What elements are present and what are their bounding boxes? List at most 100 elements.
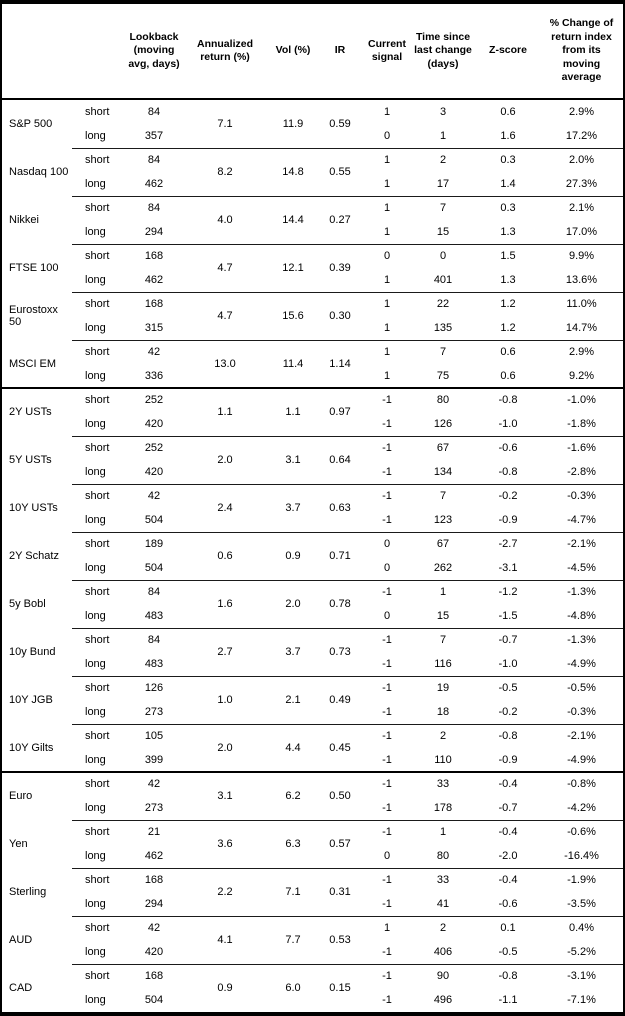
row-label-short: short — [85, 250, 110, 262]
time-since-short-value: 67 — [436, 538, 450, 550]
ir-value: 0.53 — [329, 934, 351, 946]
vol-value: 4.4 — [285, 742, 301, 754]
time-since-long-value: 17 — [436, 178, 450, 190]
lookback-short-value: 84 — [147, 202, 161, 214]
pct-change-short-value: -0.6% — [567, 826, 596, 838]
asset-name: 5y Bobl — [9, 598, 46, 610]
lookback-long-value: 504 — [144, 562, 164, 574]
asset-row: 10Y USTs short long 42 504 2.4 3.7 0.63 -1 -1 7 123… — [2, 484, 623, 532]
pct-change-short-value: -0.3% — [567, 490, 596, 502]
lookback-short-value: 252 — [144, 442, 164, 454]
z-score-long-value: -0.6 — [498, 898, 518, 910]
time-since-long-value: 116 — [434, 658, 452, 670]
signal-long-value: 0 — [383, 130, 391, 142]
lookback-short-value: 126 — [144, 682, 164, 694]
vol-value: 11.4 — [282, 358, 304, 370]
z-score-long-value: -0.7 — [498, 802, 518, 814]
time-since-long-value: 110 — [434, 754, 452, 766]
annualized-return-value: 1.0 — [217, 694, 233, 706]
ir-value: 0.97 — [329, 406, 351, 418]
pct-change-long-value: -16.4% — [564, 850, 599, 862]
row-label-short: short — [85, 586, 110, 598]
z-score-short-value: 0.3 — [500, 154, 516, 166]
row-label-short: short — [85, 730, 110, 742]
annualized-return-value: 13.0 — [214, 358, 236, 370]
row-label-short: short — [85, 874, 110, 886]
lookback-short-value: 168 — [144, 250, 164, 262]
vol-value: 0.9 — [285, 550, 301, 562]
pct-change-long-value: -4.2% — [567, 802, 596, 814]
time-since-long-value: 135 — [433, 322, 453, 334]
signal-long-value: -1 — [382, 418, 392, 430]
asset-name: 10Y Gilts — [9, 742, 54, 754]
lookback-short-value: 84 — [147, 154, 161, 166]
time-since-short-value: 80 — [436, 394, 450, 406]
lookback-long-value: 483 — [144, 610, 164, 622]
asset-name: Nasdaq 100 — [9, 166, 69, 178]
z-score-short-value: 0.6 — [500, 106, 516, 118]
z-score-short-value: -0.7 — [498, 634, 518, 646]
signal-short-value: 1 — [383, 298, 391, 310]
pct-change-long-value: -4.8% — [567, 610, 596, 622]
lookback-short-value: 84 — [147, 586, 161, 598]
asset-group-fx: Euro short long 42 273 3.1 6.2 0.50 -1 -1 33 178 -0.… — [2, 771, 623, 1012]
asset-row: Euro short long 42 273 3.1 6.2 0.50 -1 -1 33 178 -0.… — [2, 772, 623, 820]
annualized-return-value: 8.2 — [217, 166, 233, 178]
lookback-short-value: 21 — [147, 826, 161, 838]
ir-value: 0.57 — [329, 838, 351, 850]
row-label-long: long — [85, 802, 106, 814]
z-score-long-value: -2.0 — [498, 850, 518, 862]
asset-name: 10y Bund — [9, 646, 56, 658]
pct-change-long-value: 9.2% — [568, 370, 595, 382]
pct-change-short-value: -2.1% — [567, 730, 596, 742]
pct-change-long-value: -4.7% — [567, 514, 596, 526]
pct-change-short-value: -1.3% — [567, 634, 596, 646]
signal-long-value: 1 — [383, 178, 391, 190]
asset-name: 2Y Schatz — [9, 550, 59, 562]
z-score-short-value: 0.1 — [500, 922, 516, 934]
pct-change-short-value: 2.9% — [568, 106, 595, 118]
pct-change-long-value: 13.6% — [565, 274, 598, 286]
lookback-long-value: 420 — [144, 466, 164, 478]
annualized-return-value: 2.7 — [217, 646, 233, 658]
asset-name: 5Y USTs — [9, 454, 52, 466]
asset-name: Yen — [9, 838, 28, 850]
pct-change-short-value: 0.4% — [568, 922, 595, 934]
annualized-return-value: 7.1 — [217, 118, 233, 130]
vol-value: 1.1 — [285, 406, 301, 418]
z-score-long-value: 1.2 — [500, 322, 516, 334]
row-label-short: short — [85, 538, 110, 550]
pct-change-short-value: -0.5% — [567, 682, 596, 694]
row-label-long: long — [85, 370, 106, 382]
asset-name: Nikkei — [9, 214, 39, 226]
z-score-long-value: 1.3 — [500, 226, 516, 238]
pct-change-long-value: 14.7% — [565, 322, 598, 334]
z-score-short-value: -0.4 — [498, 826, 518, 838]
time-since-short-value: 2 — [439, 154, 447, 166]
time-since-long-value: 262 — [433, 562, 453, 574]
z-score-short-value: -2.7 — [498, 538, 518, 550]
signal-short-value: 1 — [383, 202, 391, 214]
header-current-signal: Current signal — [368, 37, 406, 64]
header-z-score: Z-score — [489, 44, 527, 57]
asset-name: S&P 500 — [9, 118, 53, 130]
z-score-short-value: -0.4 — [498, 874, 518, 886]
signal-long-value: -1 — [382, 514, 392, 526]
row-label-short: short — [85, 970, 110, 982]
time-since-long-value: 178 — [433, 802, 453, 814]
signal-short-value: -1 — [382, 874, 392, 886]
row-label-short: short — [85, 154, 110, 166]
time-since-long-value: 496 — [433, 994, 453, 1006]
signal-short-value: -1 — [382, 442, 392, 454]
vol-value: 6.0 — [285, 982, 301, 994]
time-since-long-value: 123 — [433, 514, 453, 526]
time-since-short-value: 33 — [436, 778, 450, 790]
asset-group-bonds: 2Y USTs short long 252 420 1.1 1.1 0.97 -1 -1 80 12… — [2, 387, 623, 772]
header-ir: IR — [334, 44, 346, 57]
z-score-short-value: 1.2 — [500, 298, 516, 310]
pct-change-long-value: 17.2% — [565, 130, 598, 142]
lookback-short-value: 168 — [144, 298, 164, 310]
ir-value: 0.50 — [329, 790, 351, 802]
annualized-return-value: 0.9 — [217, 982, 233, 994]
time-since-short-value: 1 — [439, 826, 447, 838]
